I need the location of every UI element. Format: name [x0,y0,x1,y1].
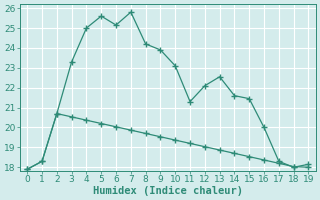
X-axis label: Humidex (Indice chaleur): Humidex (Indice chaleur) [93,186,243,196]
